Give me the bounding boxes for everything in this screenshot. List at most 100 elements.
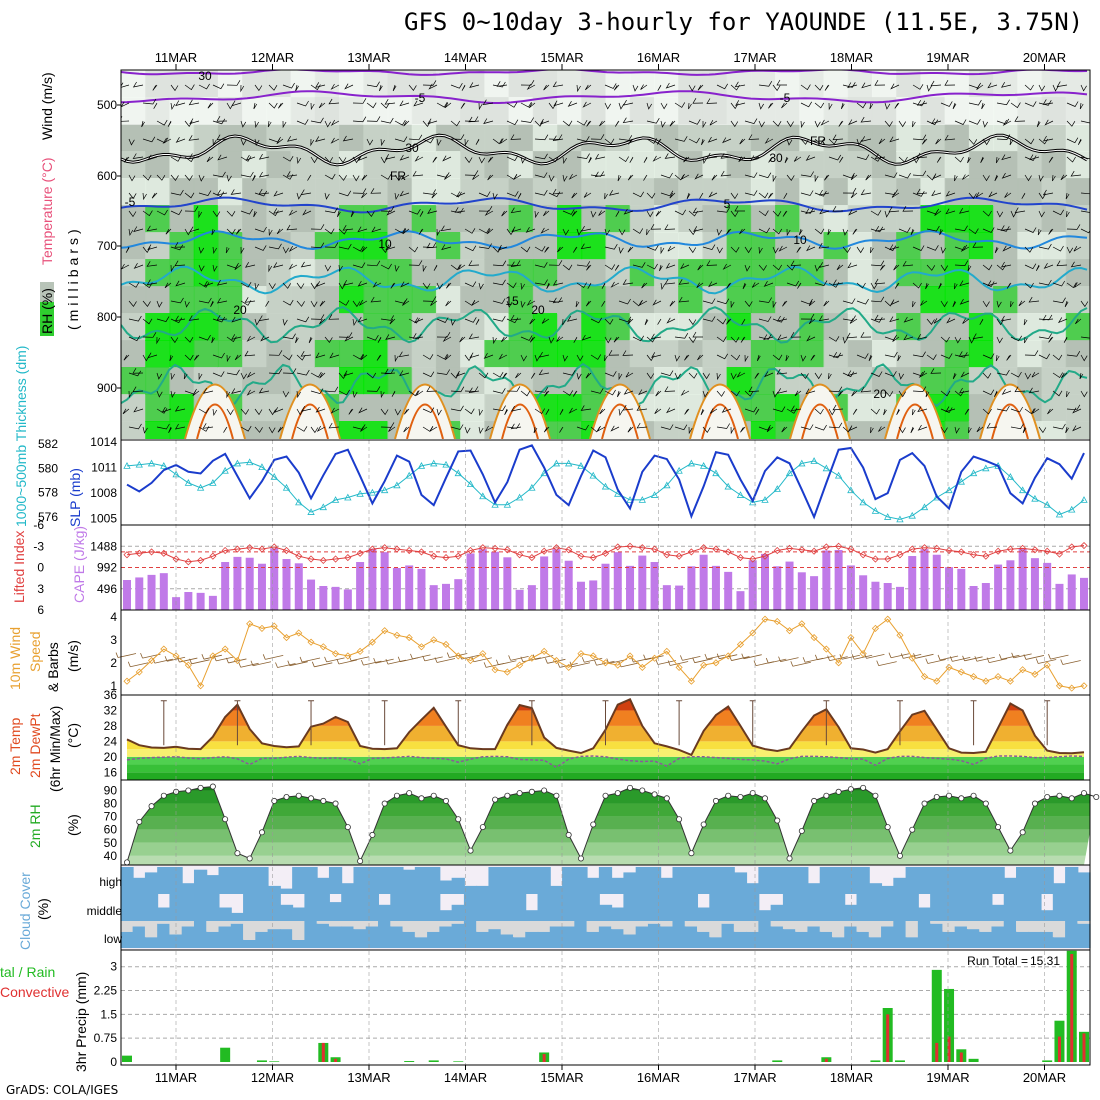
cloud-cell [402,869,416,894]
wind-barb [1047,408,1054,415]
wind-barb [608,190,620,196]
cloud-cell [132,877,146,894]
wind-barb [987,280,998,287]
thickness-point [393,481,401,489]
thickness-point [565,459,573,467]
wind-barb [660,102,668,110]
wind-barb [967,156,971,164]
rh-cell [363,286,389,314]
wind-barb [468,116,480,123]
wind-barb [828,138,838,145]
contour-minus5 [121,90,1088,104]
wind-barb [694,173,704,180]
wind-barb [428,83,438,90]
wind-barb [651,352,662,358]
cape-bar [871,581,880,610]
wind-barb [352,188,367,194]
wind-barb [184,174,193,182]
wind10-barb [937,654,959,661]
wind-barb [702,156,708,165]
li-tick: 0 [37,561,44,575]
wind-barb [739,138,746,145]
precip-total-bar [1042,1060,1053,1062]
wind-barb [954,174,958,182]
wind-barb [744,190,758,196]
rh-cell [896,313,922,341]
wind-barb [814,264,821,272]
li-point [700,544,708,552]
wind-barb [889,316,900,323]
wind-barb [758,227,771,234]
cloud-gap [623,921,637,935]
wind-barb [814,424,827,431]
wind-barb [1080,228,1090,234]
rh2-point [479,824,486,831]
li-point [884,555,892,563]
wind-barb [962,174,970,180]
wind-barb [352,262,366,269]
cloud-cell [1028,931,1042,948]
rh-cell [314,124,341,152]
wind-barb [782,210,788,217]
wind-barb [296,300,305,307]
lifted-index-axis-label: Lifted Index [11,531,27,603]
wind-barb [622,99,634,106]
cape-bar [257,563,266,610]
wind-barb [702,372,710,380]
precip-total-bar [269,1061,280,1062]
wind-barb [559,408,564,415]
wind-barb [874,226,886,232]
li-point [626,542,634,550]
wind-barb [1038,333,1052,339]
wind-barb [814,174,819,183]
wind10-barb [949,656,971,662]
wind-barb [601,282,606,289]
wind-barb [912,134,927,141]
wind10-panel [115,610,1090,695]
thickness-point [491,500,499,508]
date-top-label: 18MAR [830,50,873,65]
cloud-cell [881,885,895,894]
cloud-cell [905,867,919,894]
cloud-cell [512,894,527,921]
cape-bar [552,549,561,610]
wind-barb [706,260,718,266]
temp-tick: 24 [104,734,118,748]
cloud-cell [660,877,674,894]
wind-barb [436,332,451,338]
rh-cell [242,205,268,233]
wind-barb [842,336,848,344]
cloud-cell [574,894,588,921]
wind-barb [562,370,576,376]
wind-barb [486,228,494,235]
wind-barb [342,135,354,142]
wind-barb [398,351,410,358]
wind-barb [968,119,981,125]
rh-cell [1041,205,1067,233]
cloud-cell [500,934,514,948]
wind-barb [324,386,339,393]
li-point [528,554,536,562]
contour-10 [121,229,1088,251]
wind-barb [394,354,399,363]
li-point [123,551,131,559]
wind-barb [366,81,380,88]
wind-barb [189,118,200,125]
wind-barb [408,134,423,141]
cloud-gap [966,921,981,930]
rh-cell [387,178,413,206]
rh-cell [847,394,873,422]
wind10-point [1055,682,1064,690]
cloud-cell [586,894,600,921]
wind-barb [377,336,382,343]
rh-cell [217,259,244,287]
wind-barb [450,405,464,412]
wind-barb [475,318,480,325]
wind-barb [198,83,210,90]
cloud-gap [635,921,649,927]
wind-barb [568,173,578,180]
rh2-point [1019,829,1026,836]
wind-barb [273,190,284,197]
wind-barb [776,388,788,394]
